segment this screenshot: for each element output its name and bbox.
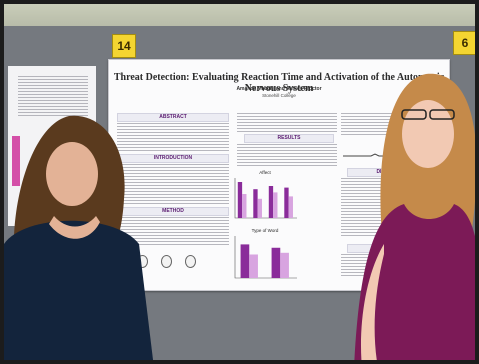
poster-authors: Amanda Macchi and Ashley Proctor (236, 86, 322, 92)
affect-chart-bar (288, 196, 293, 218)
poster-title: Threat Detection: Evaluating Reaction Ti… (113, 72, 445, 94)
word-type-chart-bar (280, 252, 289, 278)
booth-number-right: 6 (453, 31, 475, 55)
left-presenter-top (4, 220, 154, 360)
affect-chart-title: Affect (259, 170, 271, 175)
abstract-text (117, 123, 229, 151)
poster-institution: Stonehill College (262, 93, 296, 98)
affect-chart-bar (257, 198, 262, 218)
neighbor-poster-text (18, 76, 88, 116)
affect-chart-bar (273, 192, 278, 218)
presenter-left (4, 115, 154, 360)
right-presenter-top (354, 204, 475, 360)
results-text (237, 144, 337, 166)
left-presenter-neckline (49, 216, 100, 239)
neighbor-poster-bar (12, 136, 20, 186)
glasses-left-lens (401, 109, 427, 120)
section-abstract: ABSTRACT (117, 113, 229, 122)
glasses-right-lens (429, 109, 455, 120)
affect-chart-bar (237, 182, 243, 218)
right-presenter-face (402, 100, 454, 168)
presenter-right (354, 73, 475, 360)
word-type-chart-bar (240, 244, 250, 278)
word-type-chart-bar (271, 247, 281, 278)
right-presenter-arm (360, 244, 384, 360)
introduction-text (117, 164, 229, 204)
booth-number-left: 14 (112, 34, 136, 58)
affect-chart-bar (242, 194, 247, 218)
affect-chart: Affect (234, 170, 297, 219)
affect-chart-bar (284, 187, 289, 218)
section-results: RESULTS (244, 134, 334, 143)
left-presenter-face (46, 142, 98, 206)
stimulus-face-2 (161, 255, 172, 268)
stimulus-face-3 (185, 255, 196, 268)
word-type-chart-title: Type of Word (252, 228, 279, 233)
word-type-chart-bar (249, 254, 258, 278)
affect-chart-bar (253, 189, 258, 218)
results-intro-text (237, 113, 337, 133)
word-type-chart: Type of Word (234, 228, 297, 279)
affect-chart-bar (268, 186, 274, 218)
